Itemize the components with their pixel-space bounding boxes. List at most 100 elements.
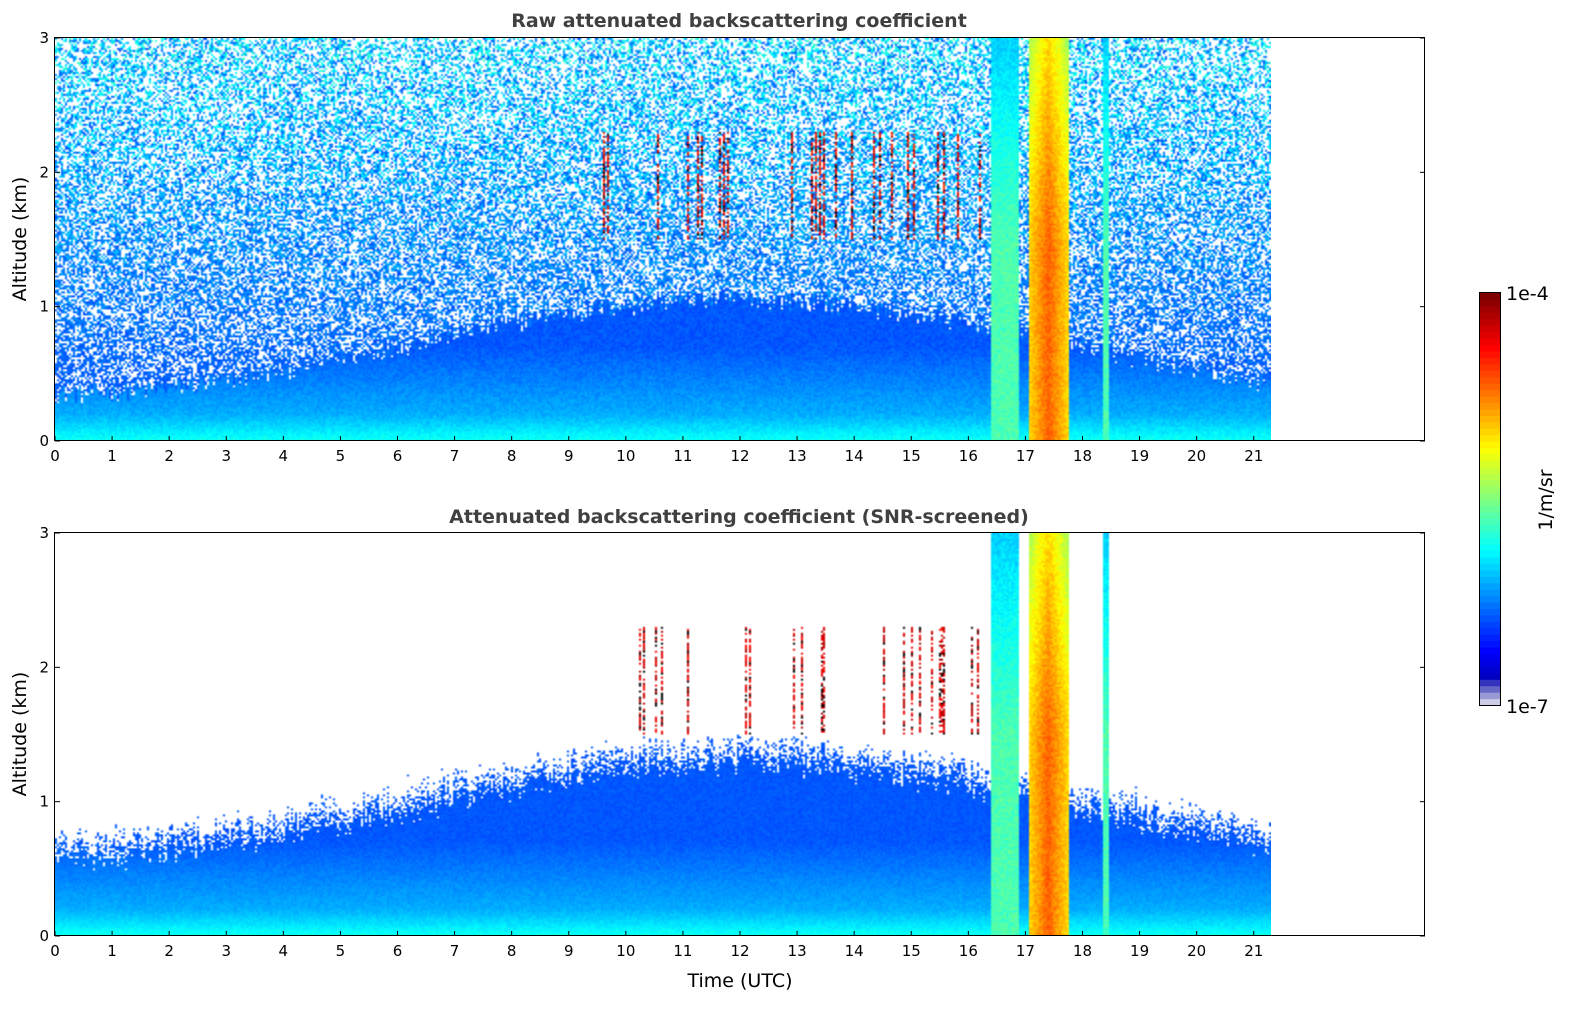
- x-tick-label: 10: [616, 942, 635, 960]
- y-tick-label: 1: [39, 298, 49, 316]
- colorbar-step: [1480, 402, 1500, 410]
- x-tick-label: 4: [279, 447, 289, 465]
- y-tick-label: 3: [39, 524, 49, 542]
- colorbar-step: [1480, 466, 1500, 474]
- colorbar-step: [1480, 473, 1500, 481]
- x-tick-label: 2: [164, 447, 174, 465]
- colorbar-step: [1480, 640, 1500, 648]
- colorbar-step: [1480, 492, 1500, 500]
- colorbar-step: [1480, 608, 1500, 616]
- y-tick-label: 3: [39, 29, 49, 47]
- x-tick-label: 18: [1073, 447, 1092, 465]
- colorbar-step: [1480, 666, 1500, 674]
- colorbar-step: [1480, 614, 1500, 622]
- y-tick-label: 0: [39, 927, 49, 945]
- colorbar-step: [1480, 582, 1500, 590]
- colorbar-unit-label: 1/m/sr: [1535, 469, 1557, 530]
- screened-backscatter-heatmap: [55, 533, 1271, 936]
- panel-screened: Attenuated backscattering coefficient (S…: [9, 506, 1425, 992]
- y-tick-label: 2: [39, 658, 49, 676]
- colorbar-step: [1480, 350, 1500, 358]
- panel-2-x-ticks: 0 1 2 3 4 5 6 7 8 9 10 11 12 13 14 15 16 17 18 19 20 21: [50, 931, 1263, 960]
- colorbar-step: [1480, 415, 1500, 423]
- colorbar-step: [1480, 499, 1500, 507]
- colorbar-step: [1480, 357, 1500, 365]
- panel-2-title: Attenuated backscattering coefficient (S…: [449, 506, 1029, 528]
- colorbar-step: [1480, 338, 1500, 346]
- y-tick-label: 0: [39, 432, 49, 450]
- colorbar-step: [1480, 602, 1500, 610]
- x-tick-label: 1: [107, 447, 117, 465]
- colorbar-step: [1480, 293, 1500, 301]
- colorbar-step: [1480, 312, 1500, 320]
- colorbar-step: [1480, 505, 1500, 513]
- x-tick-label: 12: [730, 447, 749, 465]
- x-tick-label: 9: [564, 942, 574, 960]
- x-tick-label: 16: [959, 942, 978, 960]
- x-tick-label: 18: [1073, 942, 1092, 960]
- x-tick-label: 11: [673, 447, 692, 465]
- x-tick-label: 20: [1187, 942, 1206, 960]
- colorbar-step: [1480, 363, 1500, 371]
- x-tick-label: 10: [616, 447, 635, 465]
- colorbar-step: [1480, 692, 1500, 700]
- colorbar-step: [1480, 621, 1500, 629]
- x-axis-label: Time (UTC): [686, 970, 792, 992]
- colorbar-step: [1480, 486, 1500, 494]
- colorbar-step: [1480, 370, 1500, 378]
- colorbar: 1e-4 1e-7 1/m/sr: [1479, 283, 1557, 718]
- colorbar-step: [1480, 544, 1500, 552]
- x-tick-label: 11: [673, 942, 692, 960]
- y-tick-label: 1: [39, 793, 49, 811]
- x-tick-label: 19: [1130, 447, 1149, 465]
- colorbar-step: [1480, 653, 1500, 661]
- panel-2-y-ticks: 0 1 2 3: [39, 524, 1425, 945]
- x-tick-label: 21: [1244, 447, 1263, 465]
- colorbar-step: [1480, 441, 1500, 449]
- x-tick-label: 0: [50, 447, 60, 465]
- colorbar-gradient: [1480, 293, 1500, 706]
- colorbar-step: [1480, 376, 1500, 384]
- colorbar-step: [1480, 331, 1500, 339]
- colorbar-step: [1480, 672, 1500, 680]
- colorbar-step: [1480, 479, 1500, 487]
- colorbar-step: [1480, 389, 1500, 397]
- x-tick-label: 1: [107, 942, 117, 960]
- x-tick-label: 7: [450, 942, 460, 960]
- colorbar-step: [1480, 627, 1500, 635]
- x-tick-label: 17: [1016, 447, 1035, 465]
- colorbar-step: [1480, 305, 1500, 313]
- colorbar-step: [1480, 698, 1500, 706]
- x-tick-label: 12: [730, 942, 749, 960]
- colorbar-step: [1480, 589, 1500, 597]
- colorbar-step: [1480, 325, 1500, 333]
- panel-raw: Raw attenuated backscattering coefficien…: [9, 10, 1425, 465]
- x-tick-label: 21: [1244, 942, 1263, 960]
- colorbar-step: [1480, 408, 1500, 416]
- x-tick-label: 5: [336, 447, 346, 465]
- x-tick-label: 19: [1130, 942, 1149, 960]
- x-tick-label: 14: [845, 447, 864, 465]
- x-tick-label: 4: [279, 942, 289, 960]
- colorbar-step: [1480, 550, 1500, 558]
- colorbar-step: [1480, 434, 1500, 442]
- x-tick-label: 3: [221, 942, 231, 960]
- raw-backscatter-heatmap: [55, 38, 1271, 441]
- colorbar-step: [1480, 685, 1500, 693]
- x-tick-label: 8: [507, 942, 517, 960]
- x-tick-label: 17: [1016, 942, 1035, 960]
- panel-1-y-ticks: 0 1 2 3: [39, 29, 1425, 450]
- colorbar-step: [1480, 531, 1500, 539]
- panel-1-y-axis-label: Altitude (km): [9, 177, 31, 302]
- x-tick-label: 5: [336, 942, 346, 960]
- colorbar-step: [1480, 447, 1500, 455]
- x-tick-label: 15: [902, 447, 921, 465]
- x-tick-label: 9: [564, 447, 574, 465]
- colorbar-step: [1480, 396, 1500, 404]
- colorbar-step: [1480, 421, 1500, 429]
- x-tick-label: 13: [788, 942, 807, 960]
- x-tick-label: 6: [393, 447, 403, 465]
- panel-1-x-ticks: 0 1 2 3 4 5 6 7 8 9 10 11 12 13 14 15 16 17 18 19 20 21: [50, 436, 1263, 465]
- colorbar-step: [1480, 344, 1500, 352]
- panel-2-y-axis-label: Altitude (km): [9, 672, 31, 797]
